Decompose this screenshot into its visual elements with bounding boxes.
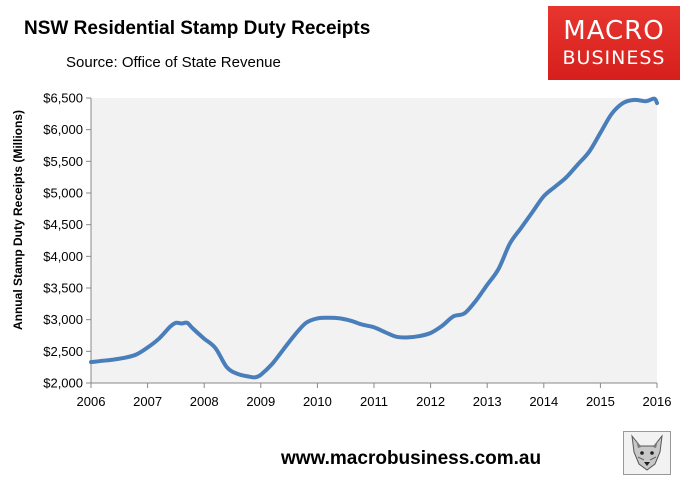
x-tick-label: 2013 bbox=[473, 394, 502, 409]
logo-line2: BUSINESS bbox=[562, 47, 666, 69]
series-line bbox=[89, 96, 659, 380]
x-tick-label: 2012 bbox=[416, 394, 445, 409]
website-url[interactable]: www.macrobusiness.com.au bbox=[281, 448, 542, 469]
plot-area bbox=[91, 98, 657, 383]
x-tick-label: 2010 bbox=[303, 394, 332, 409]
y-axis: $2,000 $2,500 $3,000 $3,500 $4,000 $4,500 $5,0… bbox=[43, 91, 91, 391]
chart-source: Source: Office of State Revenue bbox=[66, 54, 281, 71]
y-tick-label: $6,500 bbox=[43, 91, 83, 106]
x-tick-label: 2011 bbox=[360, 394, 388, 409]
y-tick-label: $2,500 bbox=[43, 344, 83, 359]
y-tick-label: $3,000 bbox=[43, 312, 83, 327]
y-tick-label: $4,000 bbox=[43, 249, 83, 264]
chart-title: NSW Residential Stamp Duty Receipts bbox=[24, 18, 371, 39]
wolf-head-icon bbox=[623, 431, 671, 475]
y-tick-label: $5,000 bbox=[43, 186, 83, 201]
x-tick-label: 2008 bbox=[190, 394, 219, 409]
x-tick-label: 2006 bbox=[77, 394, 106, 409]
x-tick-label: 2009 bbox=[246, 394, 275, 409]
x-tick-label: 2014 bbox=[529, 394, 558, 409]
x-tick-label: 2016 bbox=[643, 394, 672, 409]
x-tick-label: 2007 bbox=[133, 394, 162, 409]
y-tick-label: $4,500 bbox=[43, 217, 83, 232]
y-tick-label: $3,500 bbox=[43, 281, 83, 296]
macrobusiness-logo[interactable]: MACRO BUSINESS bbox=[548, 6, 680, 80]
logo-line1: MACRO bbox=[563, 16, 665, 46]
y-tick-label: $6,000 bbox=[43, 122, 83, 137]
x-axis: 2006 2007 2008 2009 2010 2011 2012 2013 2014 2015… bbox=[77, 383, 672, 409]
x-tick-label: 2015 bbox=[586, 394, 615, 409]
y-tick-label: $2,000 bbox=[43, 376, 83, 391]
y-tick-label: $5,500 bbox=[43, 154, 83, 169]
